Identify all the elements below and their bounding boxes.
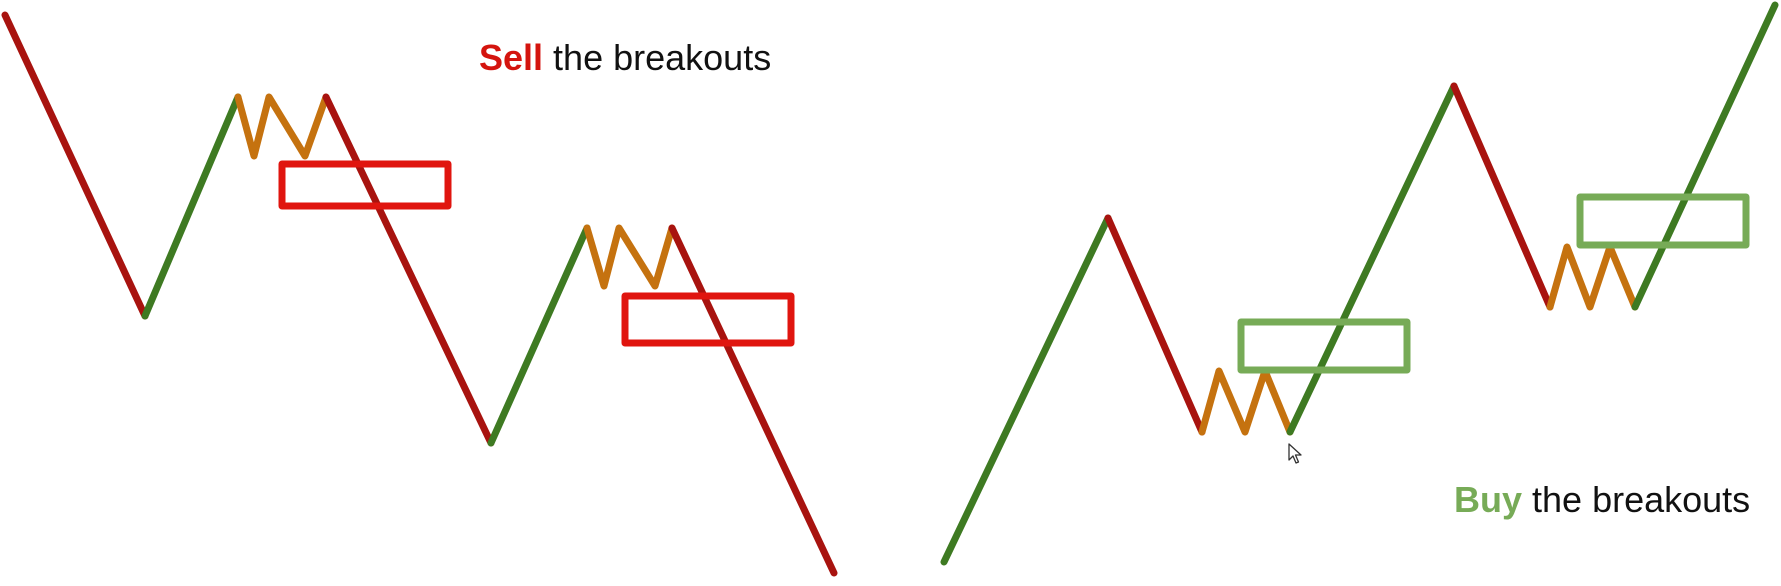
down-leg — [1450, 82, 1554, 311]
up-leg — [487, 224, 591, 447]
mouse-pointer-icon — [1288, 443, 1302, 464]
up-leg — [141, 93, 242, 320]
buy-caption: Buy the breakouts — [1454, 480, 1750, 520]
consolidation-zigzag — [1198, 367, 1294, 436]
buy-keyword: Buy — [1454, 479, 1523, 520]
sell-caption-rest: the breakouts — [543, 37, 772, 78]
up-leg — [1631, 1, 1779, 311]
consolidation-zigzag — [583, 224, 676, 290]
buy-caption-rest: the breakouts — [1522, 479, 1751, 520]
down-leg — [1, 11, 149, 320]
consolidation-zigzag — [1546, 243, 1639, 311]
down-leg — [668, 224, 838, 577]
sell-keyword: Sell — [479, 37, 544, 78]
buy-breakout-pattern — [940, 1, 1779, 566]
sell-breakout-zone — [621, 292, 795, 347]
up-leg — [1286, 82, 1458, 436]
sell-breakout-pattern — [1, 11, 838, 577]
consolidation-zigzag — [234, 93, 330, 160]
down-leg — [322, 93, 495, 447]
sell-caption: Sell the breakouts — [479, 38, 771, 78]
up-leg — [940, 214, 1112, 566]
sell-breakout-zone — [278, 160, 452, 210]
down-leg — [1104, 214, 1206, 436]
buy-breakout-zone — [1576, 193, 1750, 249]
buy-breakout-zone — [1237, 318, 1411, 374]
